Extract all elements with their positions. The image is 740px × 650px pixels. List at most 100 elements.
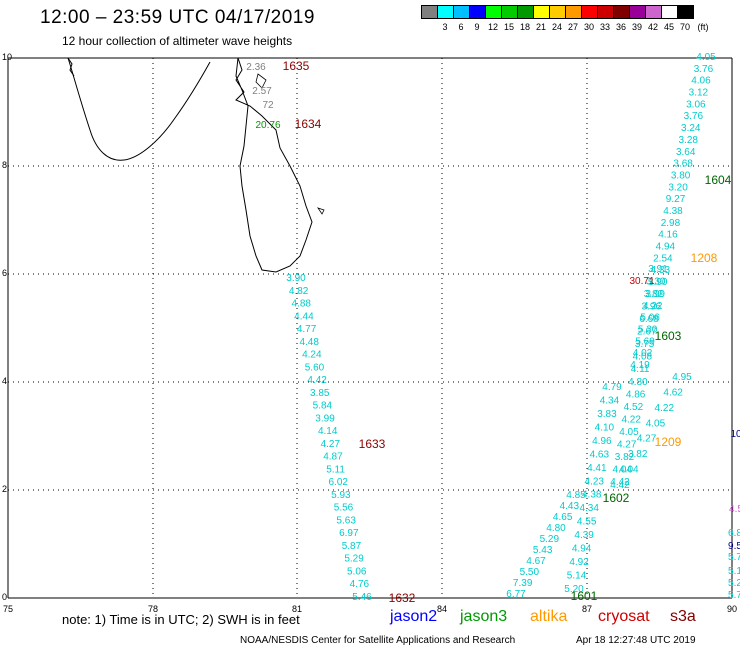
swh-value-1604: 4.33	[651, 265, 671, 276]
colorbar-label: 33	[599, 22, 610, 32]
swh-value-1604: 2.54	[653, 253, 673, 264]
swh-value-coastal: 20.76	[255, 120, 280, 131]
colorbar-swatch	[549, 5, 566, 19]
colorbar-label: 9	[474, 22, 480, 32]
x-tick-label: 75	[3, 604, 13, 614]
swh-value-1604: 5.69	[635, 336, 655, 347]
swh-value-1601: 5.43	[533, 545, 553, 556]
swh-value-1633: 5.87	[342, 541, 362, 552]
swh-value-1601: 4.43	[560, 501, 580, 512]
note-text: note: 1) Time is in UTC; 2) SWH is in fe…	[62, 612, 300, 627]
swh-value-1602: 4.34	[600, 395, 620, 406]
colorbar-swatch	[485, 5, 502, 19]
swh-value-1604: 4.16	[658, 230, 678, 241]
swh-value-1633: 5.93	[331, 490, 351, 501]
swh-value-edge: 9.5	[728, 541, 740, 552]
swh-value-1209: 4.04	[619, 465, 639, 476]
swh-value-1633: 5.56	[334, 503, 354, 514]
swh-value-1603: 4.11	[631, 364, 650, 375]
swh-value-1633: 4.88	[292, 299, 312, 310]
swh-value-1633: 5.46	[352, 592, 372, 603]
swh-value-1209: 4.42	[610, 480, 630, 491]
legend-item-s3a: s3a	[670, 608, 696, 625]
x-tick-label: 90	[727, 604, 737, 614]
swh-value-edge: 5.7	[728, 590, 740, 601]
colorbar-swatch	[421, 5, 438, 19]
colorbar-swatch	[581, 5, 598, 19]
swh-value-1603: 4.08	[633, 352, 653, 363]
swh-value-1603: 3.82	[644, 289, 664, 300]
swh-value-1602: 4.38	[582, 490, 602, 501]
colorbar-swatch	[469, 5, 486, 19]
swh-value-1633: 4.14	[318, 426, 338, 437]
swh-value-1601: 7.39	[513, 578, 533, 589]
colorbar-spacer	[421, 22, 437, 32]
x-tick-label: 84	[437, 604, 447, 614]
colorbar-swatch	[661, 5, 678, 19]
colorbar-swatch	[517, 5, 534, 19]
swh-value-1209: 3.82	[628, 449, 648, 460]
colorbar-label: 45	[663, 22, 674, 32]
axis-tick-labels: 75 78 81 84 87 90 0 2 4 6 8 10	[2, 52, 737, 614]
pass-id-label: 1208	[691, 251, 718, 265]
swh-value-1633: 4.87	[323, 452, 343, 463]
swh-value-1209: 4.27	[637, 434, 657, 445]
y-tick-label: 4	[2, 376, 7, 386]
pass-id-label: 1604	[705, 173, 732, 187]
pass-id-label: 1601	[571, 589, 598, 603]
swh-value-1633: 4.24	[302, 350, 322, 361]
page-title: 12:00 – 23:59 UTC 04/17/2019	[40, 7, 315, 28]
swh-value-1602: 4.39	[574, 530, 594, 541]
swh-value-1209: 4.62	[663, 387, 683, 398]
colorbar-label: 6	[458, 22, 464, 32]
colorbar-label: 27	[567, 22, 578, 32]
swh-value-1603: 4.80	[628, 377, 648, 388]
swh-value-1209: 4.22	[655, 403, 675, 414]
colorbar-swatch	[677, 5, 694, 19]
swh-value-1603: 3.82	[615, 452, 635, 463]
swh-value-1603: 2.67	[637, 327, 657, 338]
swh-value-1604: 3.12	[689, 88, 709, 99]
colorbar-unit: (ft)	[697, 22, 709, 32]
colorbar-label: 36	[615, 22, 626, 32]
swh-value-coastal: 2.57	[252, 86, 272, 97]
swh-value-1604: 5.06	[640, 313, 660, 324]
colorbar	[421, 5, 694, 19]
swh-value-1633: 4.82	[289, 286, 309, 297]
swh-value-1633: 5.84	[313, 401, 333, 412]
colorbar-swatch	[437, 5, 454, 19]
swh-value-1633: 4.76	[350, 579, 370, 590]
footer-timestamp: Apr 18 12:27:48 UTC 2019	[576, 635, 696, 646]
swh-value-1604: 3.20	[668, 182, 688, 193]
swh-value-1604: 2.98	[661, 218, 681, 229]
swh-value-1603: 4.05	[619, 427, 639, 438]
colorbar-label: 21	[535, 22, 546, 32]
swh-value-1604: 3.76	[694, 64, 714, 75]
swh-value-1602: 4.96	[592, 436, 612, 447]
swh-value-1604: 4.06	[691, 76, 711, 87]
swh-value-1209: 4.95	[672, 372, 692, 383]
swh-value-1633: 4.44	[294, 311, 314, 322]
swh-value-1604: 3.06	[686, 99, 706, 110]
swh-value-1604: 4.38	[663, 206, 683, 217]
swh-value-1633: 3.85	[310, 388, 330, 399]
swh-value-1633: 5.11	[326, 464, 345, 475]
swh-value-1604: 3.24	[681, 123, 701, 134]
swh-value-1604: 4.94	[656, 242, 676, 253]
colorbar-swatch	[629, 5, 646, 19]
swh-value-1604: 3.64	[676, 147, 696, 158]
colorbar-swatch	[533, 5, 550, 19]
swh-value-1603: 4.27	[617, 439, 637, 450]
colorbar-label: 70	[679, 22, 690, 32]
swh-value-1604: 4.19	[630, 360, 650, 371]
swh-value-1633: 4.27	[321, 439, 341, 450]
swh-value-1633: 4.48	[299, 337, 319, 348]
colorbar-label: 18	[519, 22, 530, 32]
colorbar-swatch	[453, 5, 470, 19]
swh-value-edge: 5.1	[728, 566, 740, 577]
pass-id-label: 1635	[283, 59, 310, 73]
footer-credit: NOAA/NESDIS Center for Satellite Applica…	[240, 635, 516, 646]
y-tick-label: 0	[2, 592, 7, 602]
swh-value-coastal: 72	[262, 100, 274, 111]
